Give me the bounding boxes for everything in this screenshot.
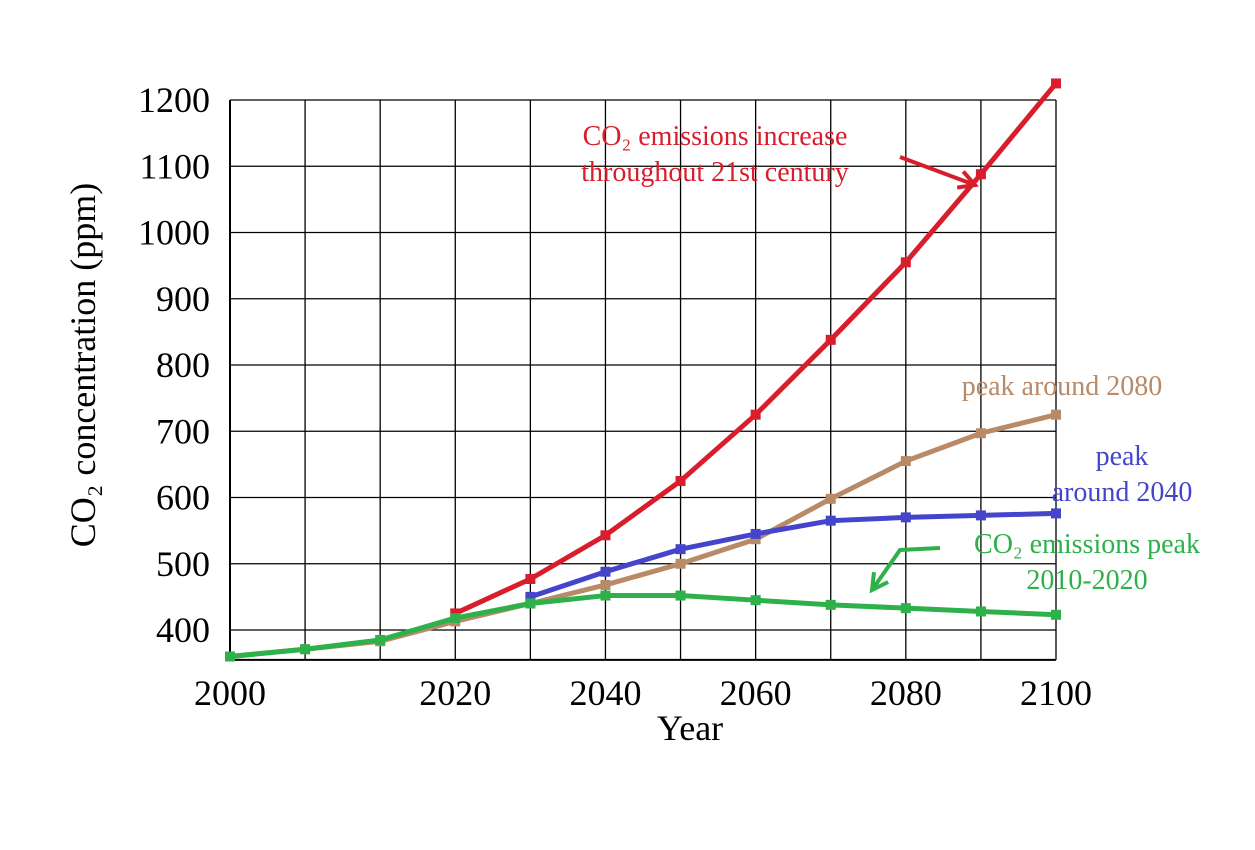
y-tick-label: 500 xyxy=(156,544,210,584)
series-line xyxy=(229,593,1057,659)
annotation: 2010-2020 xyxy=(1026,565,1147,596)
point xyxy=(750,528,761,539)
x-tick-label: 2020 xyxy=(419,673,491,713)
y-tick-label: 900 xyxy=(156,279,210,319)
x-tick-label: 2040 xyxy=(569,673,641,713)
point xyxy=(375,634,386,645)
annotation-arrow xyxy=(870,546,941,592)
point xyxy=(675,475,686,486)
point xyxy=(600,566,611,577)
y-tick-label: 400 xyxy=(156,610,210,650)
series-line xyxy=(229,412,1057,659)
annotation: throughout 21st century xyxy=(581,157,849,188)
annotation: CO₂ emissions increase xyxy=(583,121,848,152)
y-tick-label: 600 xyxy=(156,478,210,518)
point xyxy=(900,456,911,467)
point xyxy=(675,558,686,569)
point xyxy=(1051,409,1061,420)
y-tick-label: 1100 xyxy=(139,146,210,186)
point xyxy=(900,512,911,523)
point xyxy=(675,590,686,601)
x-tick-label: 2060 xyxy=(720,673,792,713)
point xyxy=(825,599,836,610)
point xyxy=(600,530,611,541)
point xyxy=(525,598,536,609)
point xyxy=(675,544,686,555)
annotation: peak xyxy=(1096,441,1149,472)
arrow-head xyxy=(869,571,890,594)
point xyxy=(225,651,235,662)
series-line xyxy=(529,510,1057,600)
annotation-arrow xyxy=(899,155,976,187)
point xyxy=(900,603,911,614)
point xyxy=(300,644,311,655)
point xyxy=(525,573,536,584)
point xyxy=(900,257,911,268)
point xyxy=(1051,508,1061,519)
annotation: peak around 2080 xyxy=(962,371,1163,402)
y-tick-label: 1000 xyxy=(138,213,210,253)
point xyxy=(1051,78,1061,89)
point xyxy=(600,579,611,590)
y-tick-label: 800 xyxy=(156,345,210,385)
point xyxy=(750,595,761,606)
y-tick-label: 700 xyxy=(156,411,210,451)
x-tick-label: 2000 xyxy=(194,673,266,713)
point xyxy=(975,428,986,439)
x-tick-label: 2080 xyxy=(870,673,942,713)
point xyxy=(825,334,836,345)
point xyxy=(975,169,986,180)
y-tick-label: 1200 xyxy=(138,80,210,120)
point xyxy=(600,590,611,601)
x-axis-label: Year xyxy=(657,708,723,748)
point xyxy=(1051,609,1061,620)
point xyxy=(750,534,761,545)
point xyxy=(525,591,536,602)
point xyxy=(825,515,836,526)
point xyxy=(750,409,761,420)
x-tick-label: 2100 xyxy=(1020,673,1092,713)
point xyxy=(825,493,836,504)
point xyxy=(975,510,986,521)
arrow-head xyxy=(956,170,979,190)
point xyxy=(975,606,986,617)
annotation: around 2040 xyxy=(1052,477,1193,508)
annotation: CO₂ emissions peak xyxy=(974,529,1200,560)
point xyxy=(450,613,461,624)
y-axis-label: CO₂ concentration (ppm) xyxy=(63,183,103,547)
